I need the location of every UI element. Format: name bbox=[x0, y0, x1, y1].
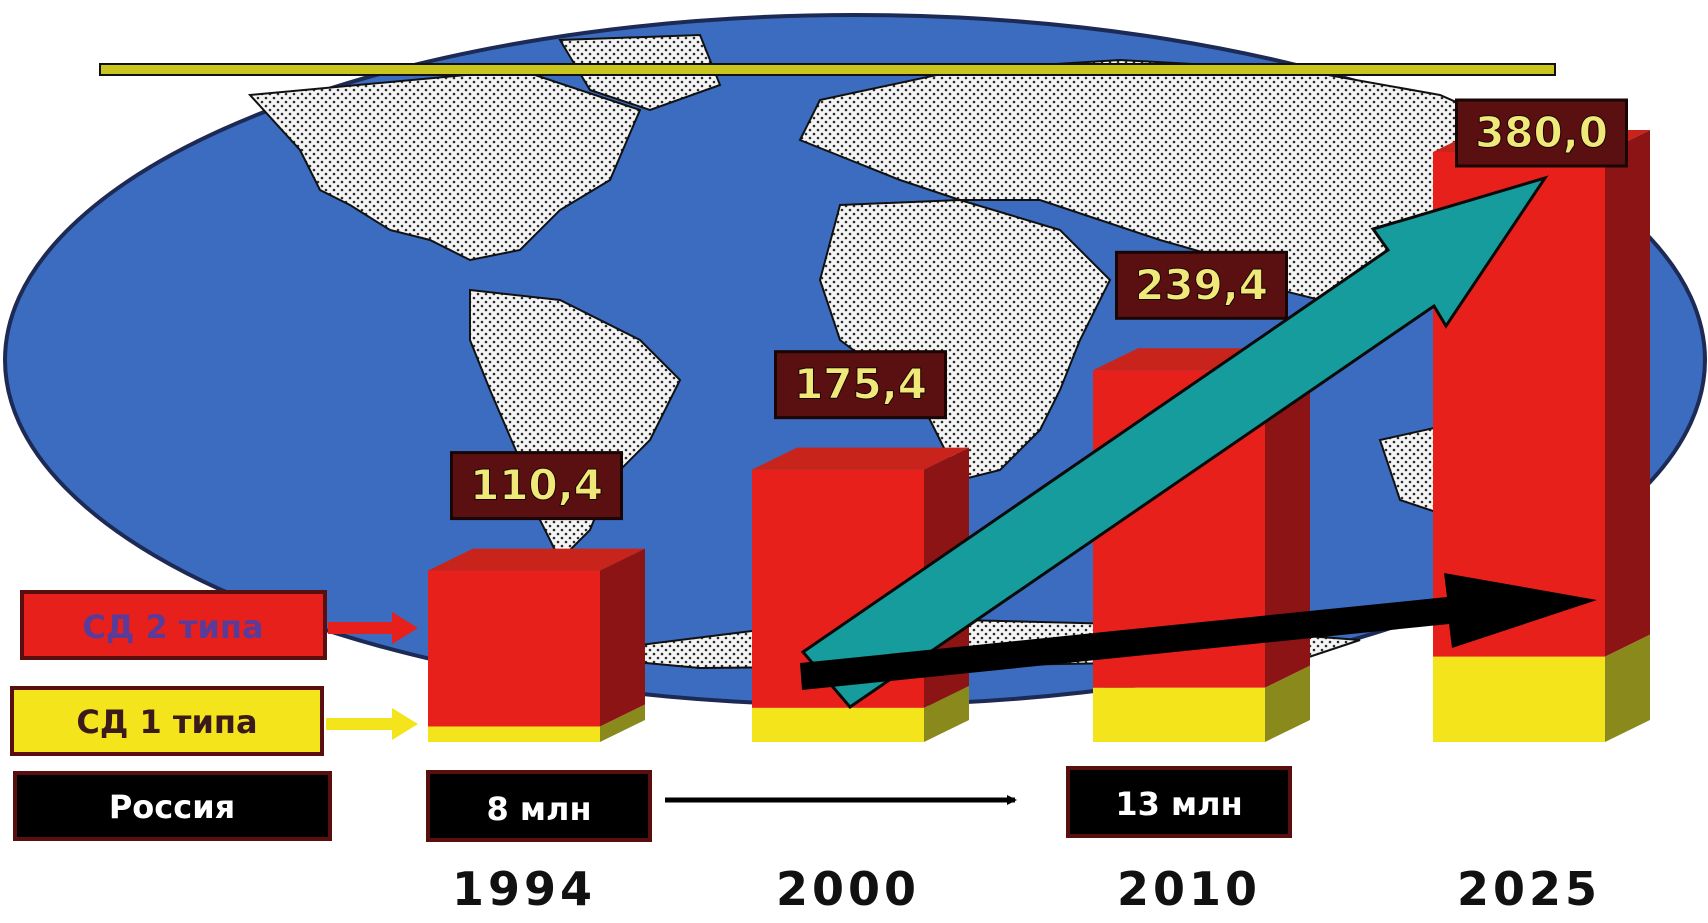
value-label-1994: 110,4 bbox=[470, 461, 603, 510]
bar-top-1994 bbox=[428, 548, 645, 571]
x-tick-label-2000: 2000 bbox=[776, 862, 920, 916]
bar-type1-side-2010 bbox=[1265, 665, 1310, 742]
bar-type1-side-2025 bbox=[1605, 634, 1650, 742]
x-axis-labels: 1994 2000 2010 2025 bbox=[452, 862, 1601, 916]
legend-type1-label: СД 1 типа bbox=[76, 703, 257, 741]
bar-type1-2000 bbox=[752, 707, 924, 742]
bar-type2-side-1994 bbox=[600, 548, 645, 727]
legend-type1-box bbox=[10, 686, 324, 756]
legend-russia-label: Россия bbox=[109, 788, 235, 826]
land-north-america bbox=[247, 68, 642, 262]
value-label-2025: 380,0 bbox=[1475, 108, 1608, 157]
bar-type2-side-2025 bbox=[1605, 130, 1650, 657]
bar-type2-1994 bbox=[428, 570, 600, 727]
russia-to-box bbox=[1066, 766, 1292, 838]
russia-from-box bbox=[426, 770, 652, 842]
value-label-2000: 175,4 bbox=[794, 360, 927, 409]
land-africa bbox=[818, 198, 1112, 482]
bar-type1-2025 bbox=[1433, 656, 1605, 742]
legend-type2-label: СД 2 типа bbox=[82, 608, 263, 646]
bar-type1-1994 bbox=[428, 726, 600, 742]
legend-russia-box bbox=[13, 771, 332, 841]
bar-type2-side-2010 bbox=[1265, 348, 1310, 688]
value-label-box-2025 bbox=[1455, 98, 1628, 168]
russia-counts: 8 млн 13 млн bbox=[426, 766, 1292, 842]
legend-type1-pointer bbox=[326, 708, 418, 740]
trend-arrows bbox=[800, 175, 1597, 710]
value-labels: 110,4 175,4 239,4 380,0 bbox=[450, 98, 1628, 521]
bar-type1-side-1994 bbox=[600, 704, 645, 742]
x-tick-label-2010: 2010 bbox=[1117, 862, 1261, 916]
bar-type1-side-2000 bbox=[924, 685, 969, 742]
legend-type2-pointer bbox=[328, 612, 418, 644]
trend-arrow-teal bbox=[800, 175, 1549, 710]
value-label-2010: 239,4 bbox=[1135, 260, 1268, 309]
x-tick-label-2025: 2025 bbox=[1457, 862, 1601, 916]
russia-to-label: 13 млн bbox=[1115, 785, 1242, 823]
value-label-box-2010 bbox=[1115, 250, 1288, 320]
value-label-box-2000 bbox=[774, 350, 947, 420]
land-south-america bbox=[469, 288, 682, 562]
legend-type2-box bbox=[20, 590, 327, 660]
bar-type1-2010 bbox=[1093, 687, 1265, 742]
top-divider-line bbox=[99, 63, 1556, 76]
trend-arrow-black bbox=[800, 573, 1597, 690]
x-tick-label-1994: 1994 bbox=[452, 862, 596, 916]
legend: СД 2 типа СД 1 типа Россия bbox=[10, 590, 418, 841]
russia-from-label: 8 млн bbox=[486, 790, 591, 828]
bar-top-2000 bbox=[752, 447, 969, 470]
value-label-box-1994 bbox=[450, 451, 623, 521]
